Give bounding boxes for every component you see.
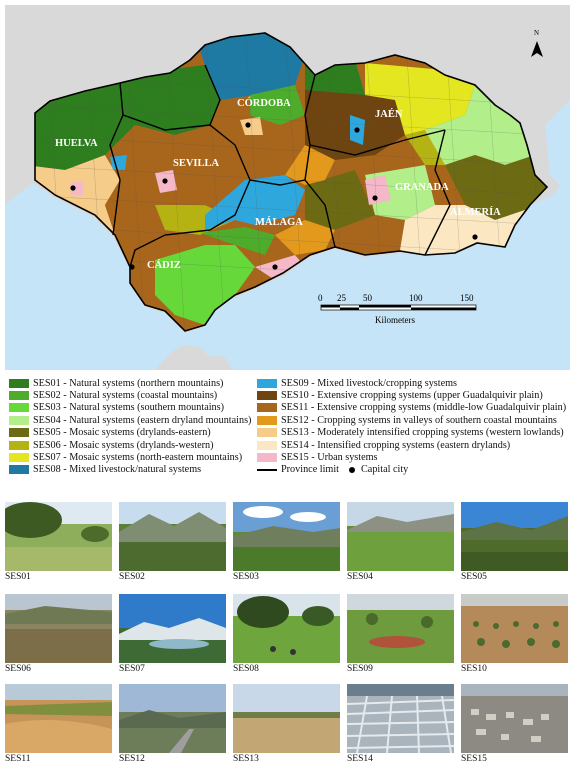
legend-swatch [257,391,277,401]
legend-swatch [9,403,29,413]
capital-dot [129,264,135,270]
legend-item: SES07 - Mosaic systems (north-eastern mo… [9,451,251,463]
scale-tick: 25 [337,293,347,303]
province-limits [109,64,451,268]
photo-label: SES14 [347,754,373,764]
legend-item: SES13 - Moderately intensified cropping … [257,427,566,439]
province-label-almeria: ALMERÍA [450,206,501,218]
scale-tick: 50 [363,293,373,303]
legend-swatch [257,403,277,413]
legend: SES01 - Natural systems (northern mounta… [5,377,570,489]
photo-label: SES03 [233,572,259,582]
legend-swatch [257,440,277,450]
legend-swatch [9,391,29,401]
legend-swatch [9,428,29,438]
photo-ses13: SES13 [233,684,340,764]
scale-tick: 100 [409,293,423,303]
legend-item: SES12 - Cropping systems in valleys of s… [257,414,566,426]
legend-item: SES08 - Mixed livestock/natural systems [9,464,251,476]
photo-label: SES10 [461,664,487,674]
photo-label: SES15 [461,754,487,764]
legend-item: SES02 - Natural systems (coastal mountai… [9,389,251,401]
legend-item: SES04 - Natural systems (eastern dryland… [9,414,251,426]
photo-ses06: SES06 [5,594,112,674]
photo-ses11: SES11 [5,684,112,764]
photo-label: SES08 [233,664,259,674]
morocco-coast [155,345,233,370]
photo-label: SES05 [461,572,487,582]
photo-ses02: SES02 [119,502,226,582]
photo-label: SES12 [119,754,145,764]
legend-column-right: SES09 - Mixed livestock/cropping systems… [257,377,566,476]
scale-tick: 150 [460,293,474,303]
north-arrow-icon: N [531,29,543,57]
photo-ses15: SES15 [461,684,568,764]
photo-ses09: SES09 [347,594,454,674]
province-limit-line-icon [257,468,277,471]
scale-unit: Kilometers [375,315,415,325]
scale-tick: 0 [318,293,323,303]
photo-ses05: SES05 [461,502,568,582]
north-label: N [534,29,539,37]
capital-dot [472,234,478,240]
legend-item: SES15 - Urban systems [257,451,566,463]
capital-dot [354,127,360,133]
legend-item: SES10 - Extensive cropping systems (uppe… [257,389,566,401]
legend-item: SES01 - Natural systems (northern mounta… [9,377,251,389]
capital-city-dot-icon [349,466,356,473]
legend-swatch [9,453,29,463]
photo-ses03: SES03 [233,502,340,582]
photo-label: SES02 [119,572,145,582]
capital-dot [272,264,278,270]
province-label-granada: GRANADA [395,182,449,193]
legend-swatch [257,415,277,425]
scale-bar: 0 25 50 100 150 Kilometers [318,293,477,325]
photo-ses14: SES14 [347,684,454,764]
photo-ses08: SES08 [233,594,340,674]
legend-item: SES14 - Intensified cropping systems (ea… [257,439,566,451]
legend-swatch [9,440,29,450]
photo-label: SES11 [5,754,31,764]
photo-ses04: SES04 [347,502,454,582]
capital-dot [245,122,251,128]
photo-ses01: SES01 [5,502,112,582]
capital-dot [70,185,76,191]
legend-column-left: SES01 - Natural systems (northern mounta… [9,377,251,476]
province-label-huelva: HUELVA [55,138,98,149]
photo-grid: SES01 SES02 SES03 SES04 SES05 SES06 SES0… [5,502,570,770]
province-label-malaga: MÁLAGA [255,216,303,228]
capital-cities [70,122,478,270]
legend-swatch [9,378,29,388]
andalusia-map: HUELVA SEVILLA CÓRDOBA JAÉN GRANADA ALME… [5,5,570,370]
photo-label: SES06 [5,664,31,674]
andalusia-outline [34,32,549,332]
legend-item-province-limit: Province limit Capital city [257,464,566,476]
legend-swatch [9,415,29,425]
capital-dot [162,178,168,184]
photo-ses07: SES07 [119,594,226,674]
legend-swatch [257,428,277,438]
province-label-cadiz: CÁDIZ [147,259,181,271]
photo-label: SES07 [119,664,145,674]
legend-item: SES11 - Extensive cropping systems (midd… [257,402,566,414]
province-label-cordoba: CÓRDOBA [237,97,291,109]
legend-item: SES03 - Natural systems (southern mounta… [9,402,251,414]
photo-label: SES01 [5,572,31,582]
legend-swatch [9,465,29,475]
photo-label: SES13 [233,754,259,764]
legend-item: SES09 - Mixed livestock/cropping systems [257,377,566,389]
province-label-sevilla: SEVILLA [173,158,220,169]
photo-ses12: SES12 [119,684,226,764]
province-label-jaen: JAÉN [375,108,403,120]
legend-item: SES05 - Mosaic systems (drylands-eastern… [9,427,251,439]
legend-swatch [257,453,277,463]
photo-label: SES04 [347,572,373,582]
photo-label: SES09 [347,664,373,674]
photo-ses10: SES10 [461,594,568,674]
legend-item: SES06 - Mosaic systems (drylands-western… [9,439,251,451]
capital-dot [372,195,378,201]
legend-swatch [257,378,277,388]
